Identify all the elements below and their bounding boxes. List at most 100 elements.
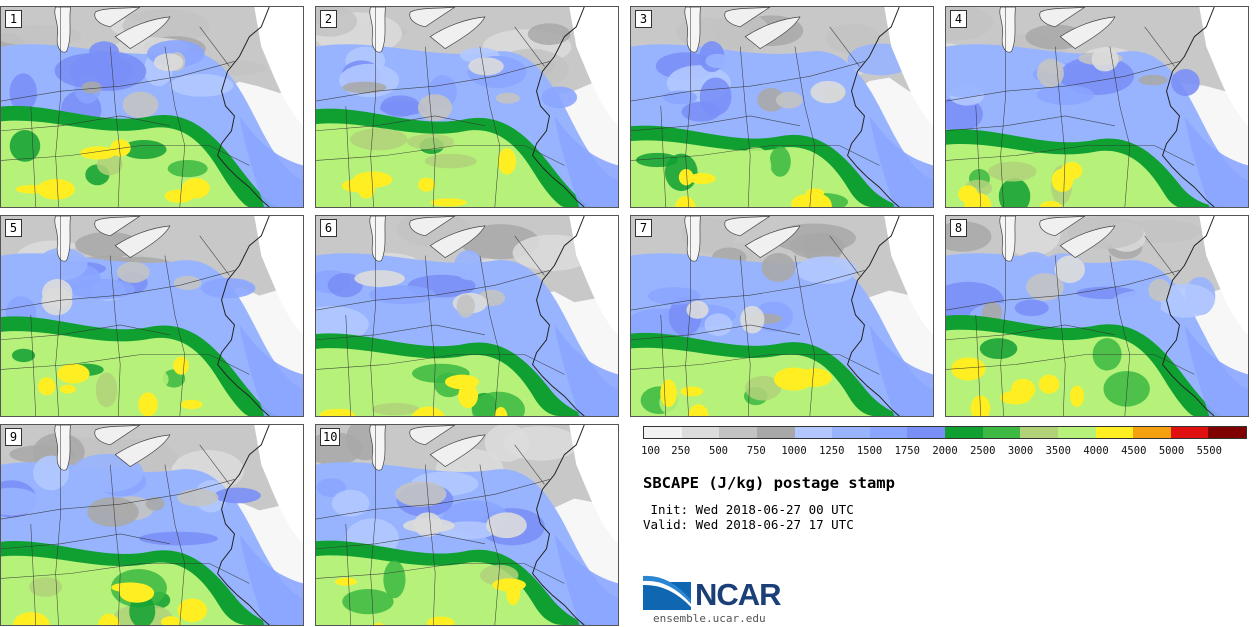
very-high-cape-area [660, 379, 677, 408]
cape-contour [327, 273, 363, 298]
state-border [829, 26, 860, 67]
ensemble-member-panel-8[interactable]: 8 [945, 215, 1249, 417]
ensemble-member-panel-9[interactable]: 9 [0, 424, 304, 626]
colorbar-segment [719, 427, 757, 438]
very-high-cape-area [418, 177, 435, 192]
ensemble-member-panel-1[interactable]: 1 [0, 6, 304, 208]
very-high-cape-area [38, 377, 56, 396]
cape-contour [512, 234, 593, 271]
cape-contour [177, 488, 219, 507]
ensemble-member-panel-10[interactable]: 10 [315, 424, 619, 626]
ensemble-url[interactable]: ensemble.ucar.edu [653, 612, 766, 625]
ensemble-member-panel-4[interactable]: 4 [945, 6, 1249, 208]
very-high-cape-area [60, 384, 76, 394]
state-border [631, 354, 880, 375]
lake-erie [744, 225, 801, 259]
colorbar-segment [644, 427, 682, 438]
state-border [975, 314, 982, 416]
state-border [424, 46, 436, 207]
cape-contour [470, 138, 492, 174]
ocean-area [1199, 7, 1248, 126]
cape-contour [1036, 85, 1095, 105]
atlantic-coastline [217, 216, 270, 416]
cape-contour [554, 533, 618, 625]
cape-contour [761, 252, 796, 282]
ensemble-member-panel-5[interactable]: 5 [0, 215, 304, 417]
colorbar-segment [982, 427, 1021, 438]
ensemble-member-panel-7[interactable]: 7 [630, 215, 934, 417]
member-number-label: 5 [5, 219, 22, 237]
state-border [514, 26, 545, 67]
lake-huron [94, 425, 141, 446]
state-border [424, 464, 436, 625]
state-border [946, 115, 1115, 132]
cape-contour [406, 134, 455, 150]
very-high-cape-area [1051, 168, 1074, 193]
lake-huron [94, 216, 141, 237]
cape-contour [417, 94, 453, 121]
ocean-area [254, 7, 303, 126]
cape-contour [239, 115, 303, 207]
cape-contour [704, 313, 733, 337]
member-number-label: 8 [950, 219, 967, 237]
cape-contour [740, 305, 765, 334]
very-high-cape-area [15, 184, 48, 194]
very-high-cape-area [411, 406, 445, 416]
very-high-cape-area [1069, 385, 1085, 407]
lake-huron [1039, 216, 1086, 237]
cape-contour [145, 496, 165, 511]
state-border [631, 115, 800, 132]
state-border [316, 145, 565, 166]
lake-michigan [54, 425, 71, 471]
lake-erie [114, 16, 171, 50]
colorbar-segment [945, 427, 983, 438]
init-time-text: Init: Wed 2018-06-27 00 UTC [643, 502, 854, 517]
member-number-label: 1 [5, 10, 22, 28]
cape-contour [490, 598, 534, 618]
forecast-time-info: Init: Wed 2018-06-27 00 UTC Valid: Wed 2… [643, 502, 854, 532]
state-border [30, 523, 37, 625]
colorbar-segment [832, 427, 870, 438]
colorbar-tick-label: 1500 [856, 445, 883, 457]
state-border [631, 145, 880, 166]
ensemble-member-panel-3[interactable]: 3 [630, 6, 934, 208]
state-border [1, 533, 170, 550]
lake-huron [724, 216, 771, 237]
cape-contour [89, 468, 119, 487]
state-border [946, 324, 1115, 341]
cape-contour [1148, 278, 1171, 302]
cape-contour [399, 565, 423, 591]
very-high-cape-area [98, 613, 120, 625]
sbcape-map [1, 216, 303, 416]
sbcape-map [1, 7, 303, 207]
ensemble-member-panel-6[interactable]: 6 [315, 215, 619, 417]
cape-contour [316, 478, 347, 498]
colorbar-segment [756, 427, 795, 438]
state-border [345, 314, 352, 416]
state-border [30, 105, 37, 207]
cape-contour [424, 153, 477, 169]
member-number-label: 4 [950, 10, 967, 28]
cape-contour [769, 146, 791, 177]
state-border [1, 563, 250, 584]
state-border [109, 46, 121, 207]
colorbar-tick-labels: 100 250 500 750 1000 1250 1500 1750 2000 2500 3000… [641, 445, 1247, 459]
ncar-swoosh-icon [643, 575, 691, 610]
state-border [631, 270, 865, 311]
state-border [199, 26, 230, 67]
colorbar-tick-label: 3000 [1007, 445, 1034, 457]
state-border [631, 61, 865, 102]
cape-contour [1103, 370, 1150, 407]
very-high-cape-area [674, 196, 696, 207]
member-number-label: 2 [320, 10, 337, 28]
atlantic-coastline [532, 425, 585, 625]
ocean-area [884, 7, 933, 126]
cape-contour [946, 96, 983, 132]
cape-contour [350, 128, 408, 151]
cape-contour [1054, 255, 1085, 284]
state-border [794, 255, 816, 416]
ncar-logo[interactable]: NCAR ensemble.ucar.edu [643, 570, 803, 626]
colorbar-tick-label: 1250 [819, 445, 845, 457]
lake-michigan [369, 216, 386, 262]
ensemble-member-panel-2[interactable]: 2 [315, 6, 619, 208]
